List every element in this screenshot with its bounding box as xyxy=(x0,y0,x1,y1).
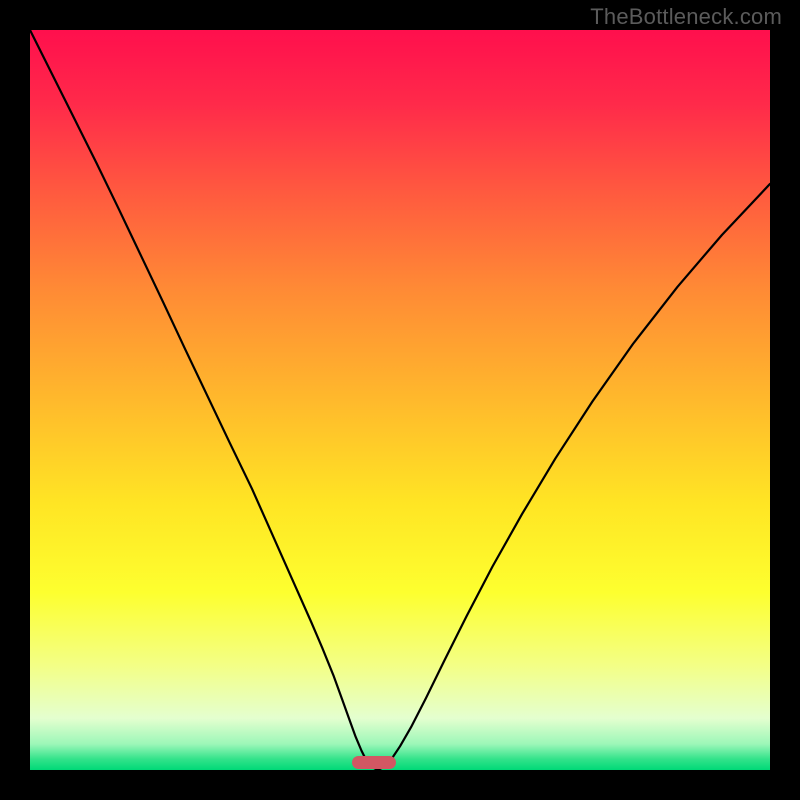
optimal-point-marker xyxy=(352,756,396,769)
chart-plot-area xyxy=(30,30,770,770)
curve-path xyxy=(30,30,770,770)
bottleneck-curve xyxy=(30,30,770,770)
watermark-text: TheBottleneck.com xyxy=(590,4,782,30)
